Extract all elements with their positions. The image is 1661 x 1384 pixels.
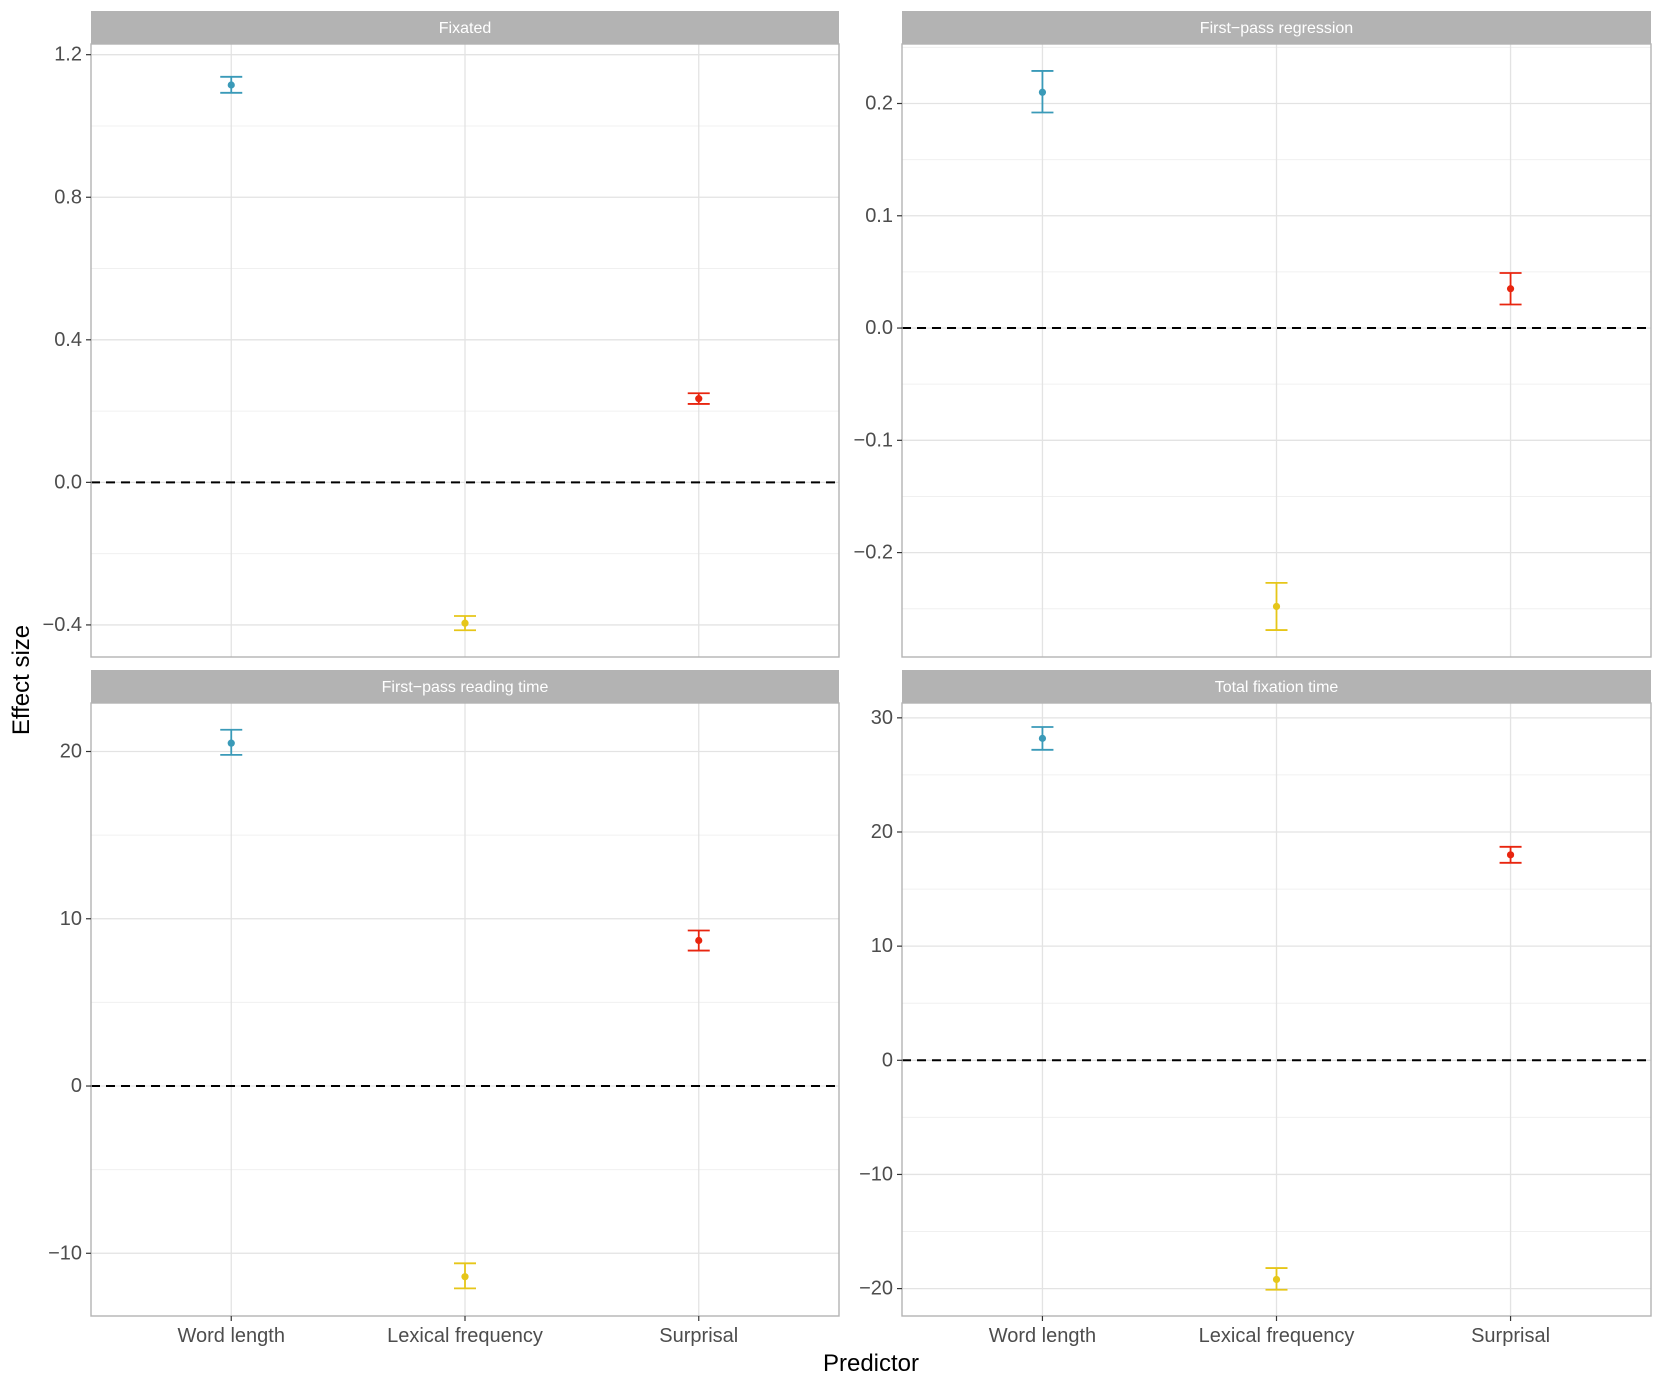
point-estimate-surprisal bbox=[1506, 285, 1515, 293]
gridlines bbox=[902, 703, 1651, 1316]
panel-title: Total fixation time bbox=[1215, 679, 1339, 696]
panel-first-pass-regression: First−pass regression −0.2 −0.1 0.0 0.1 0.2 bbox=[854, 11, 1652, 658]
x-tick-label-word-length: Word length bbox=[989, 1325, 1096, 1347]
y-tick-label: 0 bbox=[882, 1049, 893, 1071]
panel-title: First−pass regression bbox=[1200, 20, 1353, 37]
y-tick-label: 0.2 bbox=[865, 93, 893, 115]
x-tick-label-lexical-frequency: Lexical frequency bbox=[387, 1325, 543, 1347]
point-estimate-surprisal bbox=[695, 395, 703, 403]
y-tick-label: −10 bbox=[859, 1163, 893, 1185]
point-estimate-word-length bbox=[1038, 734, 1047, 742]
y-ticks: −0.2 −0.1 0.0 0.1 0.2 bbox=[854, 93, 902, 564]
y-tick-label: 0.0 bbox=[865, 317, 893, 339]
x-tick-label-word-length: Word length bbox=[178, 1325, 285, 1347]
point-estimate-lexical-frequency bbox=[461, 1273, 469, 1281]
y-ticks: −20 −10 0 10 20 30 bbox=[859, 707, 902, 1300]
x-tick-label-surprisal: Surprisal bbox=[659, 1325, 738, 1347]
point-estimate-surprisal bbox=[695, 936, 703, 945]
error-bars bbox=[1031, 726, 1522, 1291]
y-tick-label: 0.0 bbox=[54, 471, 82, 493]
strip-background bbox=[91, 11, 839, 44]
y-tick-label: −10 bbox=[48, 1242, 82, 1264]
y-tick-label: 0.8 bbox=[54, 186, 82, 208]
error-bars bbox=[1031, 70, 1522, 631]
y-tick-label: 20 bbox=[871, 821, 893, 843]
x-tick-label-lexical-frequency: Lexical frequency bbox=[1199, 1325, 1355, 1347]
y-tick-label: 0 bbox=[71, 1075, 82, 1097]
gridlines bbox=[902, 44, 1651, 657]
point-estimate-surprisal bbox=[1506, 851, 1515, 859]
panel-fixated: Fixated −0.4 0.0 0.4 0.8 1.2 bbox=[43, 11, 840, 658]
y-tick-label: −0.2 bbox=[854, 542, 893, 564]
strip-background bbox=[91, 670, 839, 703]
y-ticks: −0.4 0.0 0.4 0.8 1.2 bbox=[43, 44, 91, 636]
error-bars bbox=[220, 75, 710, 632]
gridlines bbox=[91, 703, 839, 1316]
y-tick-label: 10 bbox=[871, 935, 893, 957]
x-axis-title: Predictor bbox=[823, 1350, 919, 1377]
point-estimate-word-length bbox=[227, 739, 235, 747]
y-tick-label: 30 bbox=[871, 707, 893, 729]
point-estimate-word-length bbox=[227, 81, 235, 89]
x-tick-label-surprisal: Surprisal bbox=[1471, 1325, 1550, 1347]
panel-title: Fixated bbox=[439, 20, 491, 37]
y-axis-title: Effect size bbox=[8, 625, 35, 735]
point-estimate-word-length bbox=[1038, 88, 1047, 96]
y-tick-label: 10 bbox=[60, 908, 82, 930]
y-tick-label: −0.1 bbox=[854, 429, 893, 451]
y-tick-label: 0.1 bbox=[865, 205, 893, 227]
strip-background bbox=[902, 11, 1651, 44]
y-tick-label: −20 bbox=[859, 1278, 893, 1300]
strip-background bbox=[902, 670, 1651, 703]
panel-title: First−pass reading time bbox=[382, 679, 549, 696]
error-bars bbox=[220, 728, 710, 1290]
point-estimate-lexical-frequency bbox=[1272, 602, 1281, 611]
point-estimate-lexical-frequency bbox=[1272, 1275, 1281, 1284]
y-tick-label: 20 bbox=[60, 741, 82, 763]
y-tick-label: −0.4 bbox=[43, 614, 82, 636]
y-tick-label: 1.2 bbox=[54, 44, 82, 66]
y-tick-label: 0.4 bbox=[54, 329, 82, 351]
point-estimate-lexical-frequency bbox=[461, 619, 469, 627]
y-ticks: −10 0 10 20 bbox=[48, 741, 91, 1264]
panel-total-fixation-time: Total fixation time −20 −10 0 10 20 30 bbox=[859, 670, 1652, 1317]
panel-first-pass-reading-time: First−pass reading time −10 0 10 20 bbox=[48, 670, 840, 1317]
